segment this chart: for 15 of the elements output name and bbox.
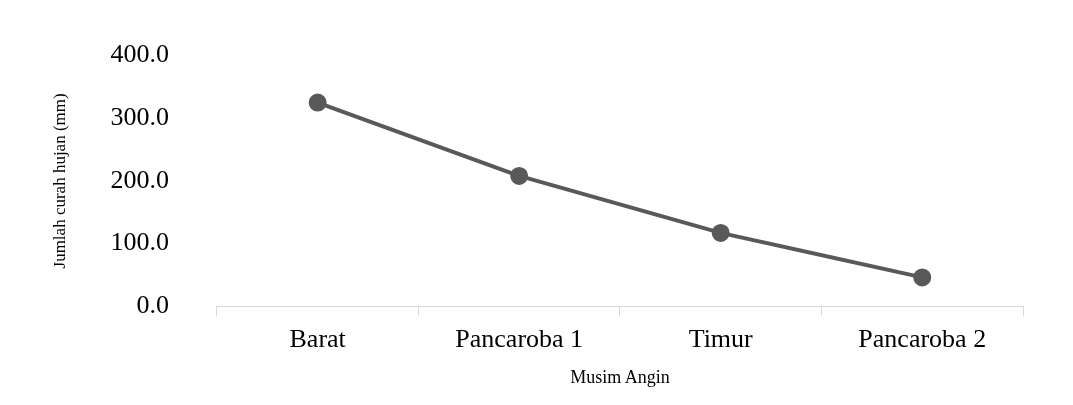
x-axis-title: Musim Angin — [570, 366, 670, 387]
x-tick-label: Pancaroba 1 — [455, 323, 584, 353]
x-tick-label: Barat — [289, 323, 347, 353]
point — [308, 93, 327, 112]
y-axis-title: Jumlah curah hujan (mm) — [49, 93, 69, 269]
x-tick-label: Timur — [688, 323, 754, 353]
y-tick-label: 400.0 — [110, 39, 169, 69]
y-tick-label: 300.0 — [110, 102, 169, 132]
point — [711, 223, 730, 242]
x-tick-label: Pancaroba 2 — [858, 323, 987, 353]
point — [913, 268, 932, 287]
point — [510, 166, 529, 185]
y-tick-label: 100.0 — [110, 227, 169, 257]
y-tick-label: 0.0 — [136, 290, 169, 320]
y-tick-label: 200.0 — [110, 164, 169, 194]
